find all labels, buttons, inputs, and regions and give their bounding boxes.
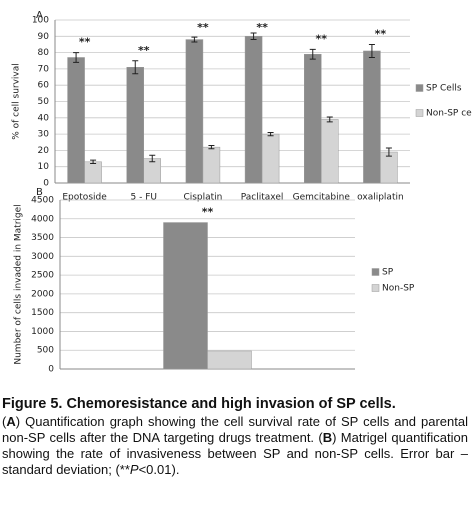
caption-text: ) Matrigel quantification showing the ra… bbox=[2, 430, 468, 477]
y-tick-label: 500 bbox=[37, 346, 54, 356]
error-bar bbox=[73, 52, 80, 63]
bar bbox=[304, 53, 322, 184]
significance-label: ** bbox=[256, 21, 268, 34]
legend-swatch bbox=[371, 268, 380, 276]
y-tick-label: 70 bbox=[38, 64, 50, 74]
significance-label: ** bbox=[375, 27, 387, 40]
bar bbox=[261, 133, 280, 184]
bar bbox=[126, 67, 144, 184]
y-tick-label: 0 bbox=[48, 365, 54, 375]
caption: Figure 5. Chemoresistance and high invas… bbox=[2, 396, 468, 478]
y-tick-label: 3000 bbox=[31, 252, 54, 262]
y-axis-title: Number of cells invaded in Matrigel bbox=[14, 204, 24, 364]
bar bbox=[202, 146, 221, 184]
legend-swatch bbox=[415, 84, 424, 92]
legend-label: SP bbox=[382, 268, 394, 278]
bar bbox=[163, 222, 208, 370]
error-bar bbox=[132, 60, 139, 75]
legend-label: Non-SP cells bbox=[426, 109, 472, 119]
figure: A % of cell survival 0 10 20 30 40 50 60 70 80 90 10… bbox=[12, 10, 472, 375]
y-tick-label: 20 bbox=[38, 146, 50, 156]
legend-label: Non-SP bbox=[382, 284, 415, 294]
significance-label: ** bbox=[202, 206, 214, 219]
x-tick-label: oxaliplatin bbox=[357, 193, 404, 203]
bar bbox=[321, 119, 339, 184]
x-tick-label: Paclitaxel bbox=[241, 193, 284, 203]
bar bbox=[244, 36, 263, 184]
caption-body: (A) Quantification graph showing the cel… bbox=[2, 414, 468, 478]
y-axis-title: % of cell survival bbox=[12, 63, 22, 140]
y-tick-label: 50 bbox=[38, 97, 50, 107]
y-tick-label: 90 bbox=[38, 32, 50, 42]
y-tick-label: 10 bbox=[38, 162, 50, 172]
caption-text: A bbox=[6, 414, 16, 429]
error-bar bbox=[149, 154, 156, 163]
bar bbox=[84, 161, 102, 184]
legend-swatch bbox=[415, 109, 424, 117]
error-bar bbox=[368, 43, 375, 58]
bar bbox=[380, 151, 398, 184]
y-tick-label: 4500 bbox=[31, 196, 54, 206]
y-tick-label: 40 bbox=[38, 113, 50, 123]
y-tick-label: 80 bbox=[38, 48, 50, 58]
error-bar bbox=[326, 116, 333, 123]
y-tick-label: 100 bbox=[32, 16, 49, 26]
caption-text: ( bbox=[2, 414, 7, 429]
error-bar bbox=[385, 147, 392, 157]
error-bar bbox=[90, 159, 97, 164]
panel-label: A bbox=[36, 10, 43, 21]
caption-text: <0.01). bbox=[138, 462, 180, 477]
y-tick-label: 1000 bbox=[31, 327, 54, 337]
y-tick-label: 4000 bbox=[31, 214, 54, 224]
y-tick-label: 2000 bbox=[31, 289, 54, 299]
caption-text: P bbox=[129, 462, 139, 477]
error-bar bbox=[250, 32, 257, 41]
x-tick-label: Cisplatin bbox=[183, 193, 222, 203]
significance-label: ** bbox=[315, 32, 327, 45]
error-bar bbox=[208, 145, 215, 150]
panel-label: B bbox=[36, 187, 43, 198]
caption-title: Figure 5. Chemoresistance and high invas… bbox=[2, 396, 396, 412]
bar bbox=[185, 39, 204, 184]
y-tick-label: 60 bbox=[38, 81, 50, 91]
caption-text: ) Quantification graph showing the cell … bbox=[2, 414, 468, 445]
y-tick-label: 2500 bbox=[31, 271, 54, 281]
x-tick-label: Epotoside bbox=[62, 193, 107, 203]
caption-text: B bbox=[322, 430, 333, 445]
significance-label: ** bbox=[79, 36, 91, 49]
bar bbox=[363, 50, 381, 184]
bar bbox=[207, 350, 252, 370]
bar bbox=[67, 57, 85, 184]
legend-label: SP Cells bbox=[426, 84, 462, 94]
y-tick-label: 1500 bbox=[31, 308, 54, 318]
significance-label: ** bbox=[138, 44, 150, 57]
x-tick-label: 5 - FU bbox=[131, 193, 157, 203]
error-bar bbox=[267, 131, 274, 137]
legend-swatch bbox=[371, 284, 380, 292]
error-bar bbox=[309, 48, 316, 60]
y-tick-label: 30 bbox=[38, 130, 50, 140]
x-tick-label: Gemcitabine bbox=[293, 193, 351, 203]
error-bar bbox=[191, 36, 198, 43]
y-tick-label: 3500 bbox=[31, 233, 54, 243]
y-tick-label: 0 bbox=[43, 179, 49, 189]
significance-label: ** bbox=[197, 21, 209, 34]
